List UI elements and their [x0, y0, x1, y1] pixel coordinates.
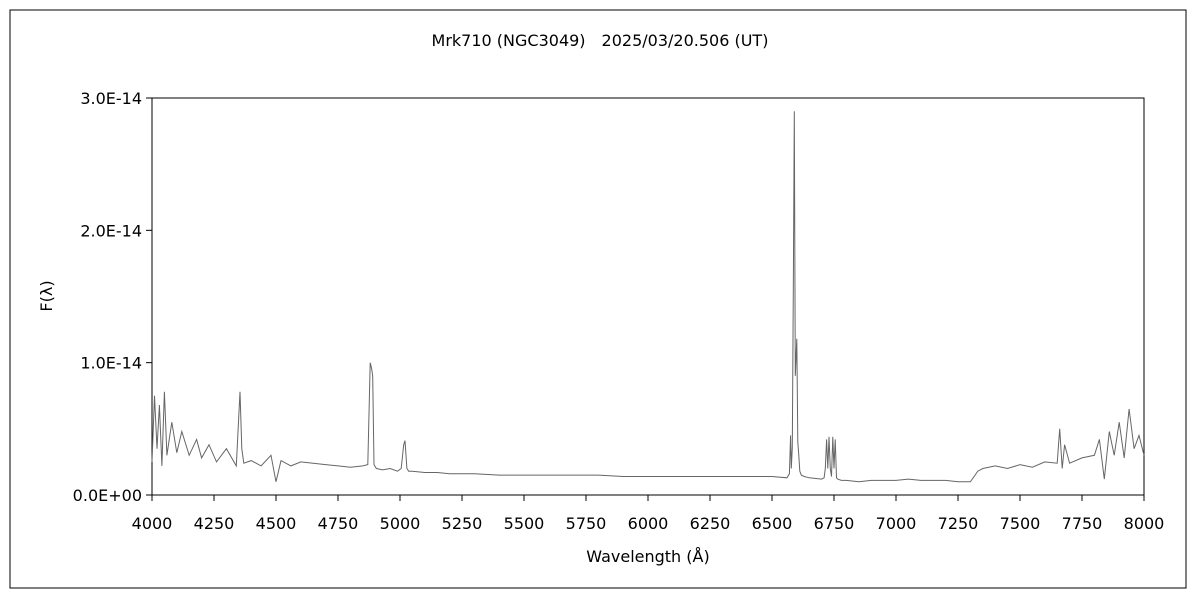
spectrum-series-line [151, 111, 1145, 483]
x-tick-label: 4750 [318, 514, 359, 533]
x-tick-label: 6250 [690, 514, 731, 533]
x-tick-label: 4000 [132, 514, 173, 533]
x-tick-label: 6500 [752, 514, 793, 533]
x-tick-label: 4250 [194, 514, 235, 533]
y-axis: 0.0E+00 1.0E-14 2.0E-14 3.0E-14 [73, 89, 152, 505]
x-tick-label: 5250 [442, 514, 483, 533]
x-tick-label: 7500 [1000, 514, 1041, 533]
y-axis-label: F(λ) [37, 280, 56, 311]
y-tick-label: 2.0E-14 [80, 221, 142, 240]
x-tick-label: 6750 [814, 514, 855, 533]
x-tick-label: 5750 [566, 514, 607, 533]
y-tick-label: 0.0E+00 [73, 486, 142, 505]
x-tick-label: 7750 [1062, 514, 1103, 533]
x-tick-label: 5000 [380, 514, 421, 533]
plot-area [151, 97, 1145, 496]
x-tick-label: 7000 [876, 514, 917, 533]
x-axis: 4000 4250 4500 4750 5000 5250 5500 5750 6000 6250… [132, 495, 1165, 533]
x-tick-label: 5500 [504, 514, 545, 533]
y-tick-label: 3.0E-14 [80, 89, 142, 108]
x-tick-label: 8000 [1124, 514, 1165, 533]
x-axis-label: Wavelength (Å) [586, 547, 709, 566]
chart-title: Mrk710 (NGC3049) 2025/03/20.506 (UT) [432, 31, 769, 50]
x-tick-label: 7250 [938, 514, 979, 533]
x-tick-label: 4500 [256, 514, 297, 533]
y-tick-label: 1.0E-14 [80, 354, 142, 373]
x-tick-label: 6000 [628, 514, 669, 533]
